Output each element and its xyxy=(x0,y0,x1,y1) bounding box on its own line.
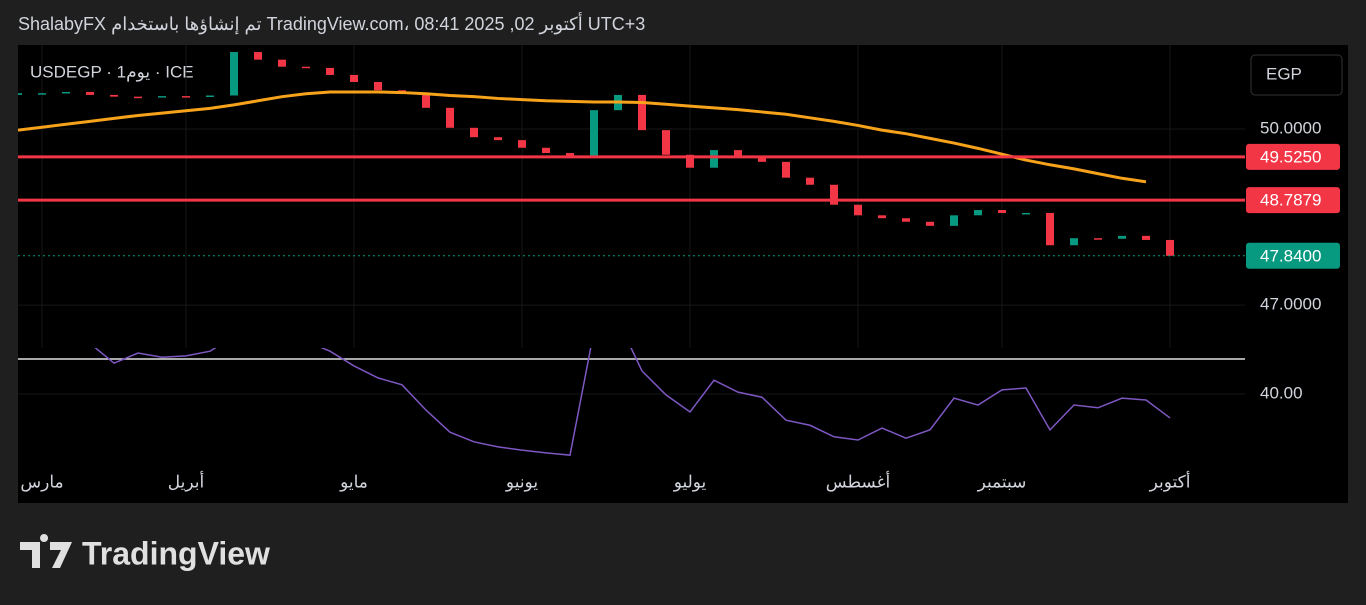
candle xyxy=(326,67,334,75)
brand: TradingView xyxy=(82,535,270,571)
candle xyxy=(758,157,766,162)
candle xyxy=(350,74,358,82)
rsi-pane xyxy=(18,348,1245,456)
candle xyxy=(518,140,526,148)
candle xyxy=(18,93,22,95)
x-tick-label: مارس xyxy=(20,472,63,492)
candle xyxy=(590,110,598,156)
candle xyxy=(926,221,934,226)
candle xyxy=(374,81,382,91)
currency-button[interactable] xyxy=(1250,54,1343,96)
level-label: 49.5250 xyxy=(1260,147,1321,166)
price-pane xyxy=(18,45,1245,348)
candle xyxy=(1118,235,1126,239)
candle xyxy=(566,153,574,156)
y-tick-label: 40.00 xyxy=(1260,383,1303,402)
candle xyxy=(974,210,982,216)
candle xyxy=(782,161,790,178)
candle xyxy=(734,150,742,158)
symbol-title: USDEGP · 1يوم · ICE xyxy=(30,62,194,82)
candle xyxy=(182,96,190,98)
candle xyxy=(902,218,910,222)
x-tick-label: يونيو xyxy=(505,472,538,492)
candle xyxy=(110,94,118,97)
candle xyxy=(38,93,46,95)
chart-area xyxy=(18,45,1348,503)
candle xyxy=(62,91,70,94)
x-tick-label: أبريل xyxy=(168,470,204,492)
candle xyxy=(158,96,166,98)
rsi-line xyxy=(94,348,1171,456)
level-badge xyxy=(1246,187,1340,214)
candle xyxy=(878,215,886,219)
candle xyxy=(302,66,310,69)
candle xyxy=(1166,239,1174,256)
candle xyxy=(206,95,214,97)
candle xyxy=(1046,212,1054,246)
logo: TradingView xyxy=(20,534,270,571)
x-tick-label: يوليو xyxy=(673,472,707,492)
x-tick-label: أغسطس xyxy=(826,470,890,492)
candle xyxy=(494,137,502,141)
y-tick-label: 50.0000 xyxy=(1260,118,1321,137)
x-tick-label: مايو xyxy=(339,472,368,492)
candle xyxy=(254,52,262,60)
candle xyxy=(446,107,454,128)
candle xyxy=(710,150,718,168)
candle xyxy=(998,210,1006,213)
candle xyxy=(422,93,430,108)
level-label: 47.8400 xyxy=(1260,246,1321,265)
candle xyxy=(1070,238,1078,246)
header: ShalabyFX تم إنشاؤها باستخدام TradingVie… xyxy=(18,12,645,35)
candle xyxy=(278,59,286,67)
candle xyxy=(230,52,238,96)
candle xyxy=(662,130,670,155)
currency: EGP xyxy=(1266,64,1302,83)
candle xyxy=(86,91,94,95)
x-tick-label: أكتوبر xyxy=(1149,470,1191,492)
logo-mark xyxy=(20,534,72,568)
y-tick-label: 47.0000 xyxy=(1260,295,1321,314)
candle xyxy=(830,184,838,205)
candle xyxy=(854,204,862,216)
candle xyxy=(1094,238,1102,240)
candle xyxy=(638,94,646,131)
candle xyxy=(542,147,550,154)
level-label: 48.7879 xyxy=(1260,191,1321,210)
moving-average xyxy=(18,90,1147,184)
candle xyxy=(1142,235,1150,240)
candle xyxy=(950,215,958,226)
level-badge xyxy=(1246,242,1340,269)
candle xyxy=(686,154,694,168)
candle xyxy=(470,127,478,138)
level-badge xyxy=(1246,143,1340,170)
candle xyxy=(806,177,814,185)
x-tick-label: سبتمبر xyxy=(977,472,1027,492)
candle xyxy=(134,96,142,99)
candle xyxy=(1022,212,1030,215)
